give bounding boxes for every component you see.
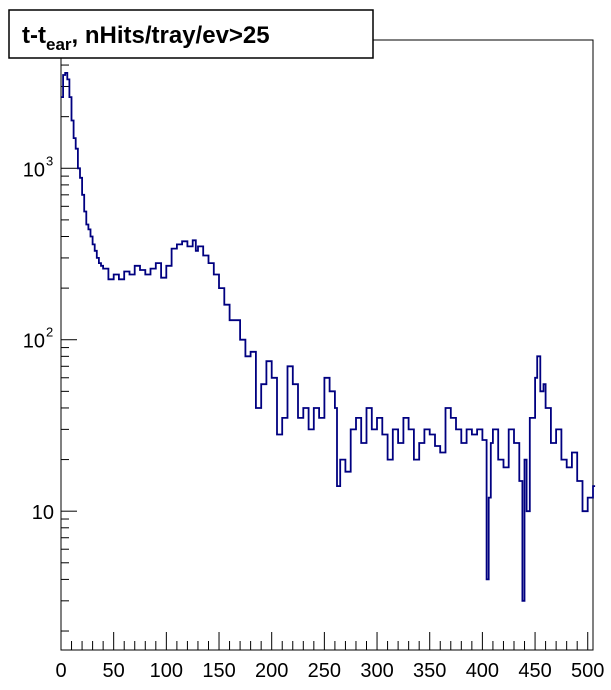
plot-frame [60,39,594,651]
title-suffix: , nHits/tray/ev>25 [72,22,270,49]
data-series-line [61,72,596,602]
x-tick-label: 0 [55,660,66,682]
x-tick-label: 50 [103,660,125,682]
title-main: t-t [22,22,46,49]
x-tick-label: 100 [150,660,183,682]
x-tick-label: 250 [308,660,341,682]
y-tick-exponent: 2 [46,325,53,340]
x-tick-label: 300 [360,660,393,682]
title-subscript: ear [46,35,72,54]
y-tick-label: 10 [23,331,45,353]
x-tick-label: 400 [466,660,499,682]
x-tick-label: 200 [255,660,288,682]
title-box [8,9,374,59]
y-tick-label: 10 [32,502,54,524]
x-tick-label: 500 [571,660,604,682]
chart-title: t-tear, nHits/tray/ev>25 [22,22,270,54]
x-tick-label: 350 [413,660,446,682]
y-tick-label: 10 [23,159,45,181]
x-tick-label: 450 [518,660,551,682]
y-tick-exponent: 3 [46,153,53,168]
x-tick-label: 150 [202,660,235,682]
